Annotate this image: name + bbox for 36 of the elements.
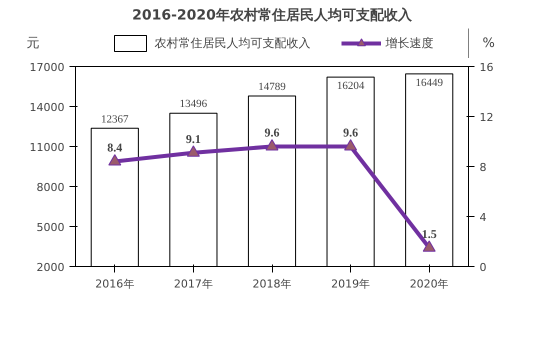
x-tick-label: 2017年 [174, 278, 213, 290]
data-label: 9.6 [343, 126, 358, 140]
y2-tick-label: 16 [480, 61, 494, 74]
y2-tick-label: 0 [480, 261, 486, 274]
y2-axis-title: % [482, 36, 495, 51]
y-axis-title: 元 [26, 36, 40, 51]
data-label: 14789 [258, 80, 286, 93]
point [422, 240, 436, 252]
legend-label: 增长速度 [386, 34, 434, 52]
data-label: 16204 [336, 80, 365, 92]
y2-tick-label: 12 [480, 111, 494, 124]
x-tick-label: 2020年 [410, 278, 449, 290]
y-tick-label: 5000 [36, 221, 65, 234]
y-tick-label: 14000 [30, 101, 65, 114]
x-tick-label: 2019年 [331, 278, 370, 290]
data-label: 1.5 [422, 226, 437, 241]
x-tick-label: 2016年 [95, 278, 134, 290]
data-label: 9.1 [186, 132, 201, 146]
y-tick-label: 8000 [36, 181, 65, 194]
data-label: 8.4 [107, 140, 122, 154]
point [108, 154, 122, 166]
point [186, 145, 200, 157]
y-tick-label: 17000 [30, 61, 65, 74]
y-tick-label: 11000 [30, 141, 65, 154]
x-tick-label: 2018年 [252, 278, 292, 290]
y2-tick-label: 8 [480, 161, 486, 174]
point [266, 139, 278, 150]
data-label: 16449 [415, 76, 444, 89]
point [344, 139, 358, 150]
y-tick-label: 2000 [36, 261, 65, 274]
legend-label: 农村常住居民人均可支配收入 [154, 34, 310, 52]
data-label: 13496 [180, 98, 208, 110]
data-label: 12367 [101, 113, 130, 126]
chart-title: 2016-2020年农村常住居民人均可支配收入 [132, 8, 413, 24]
data-label: 9.6 [264, 126, 280, 140]
y2-tick-label: 4 [480, 211, 486, 224]
